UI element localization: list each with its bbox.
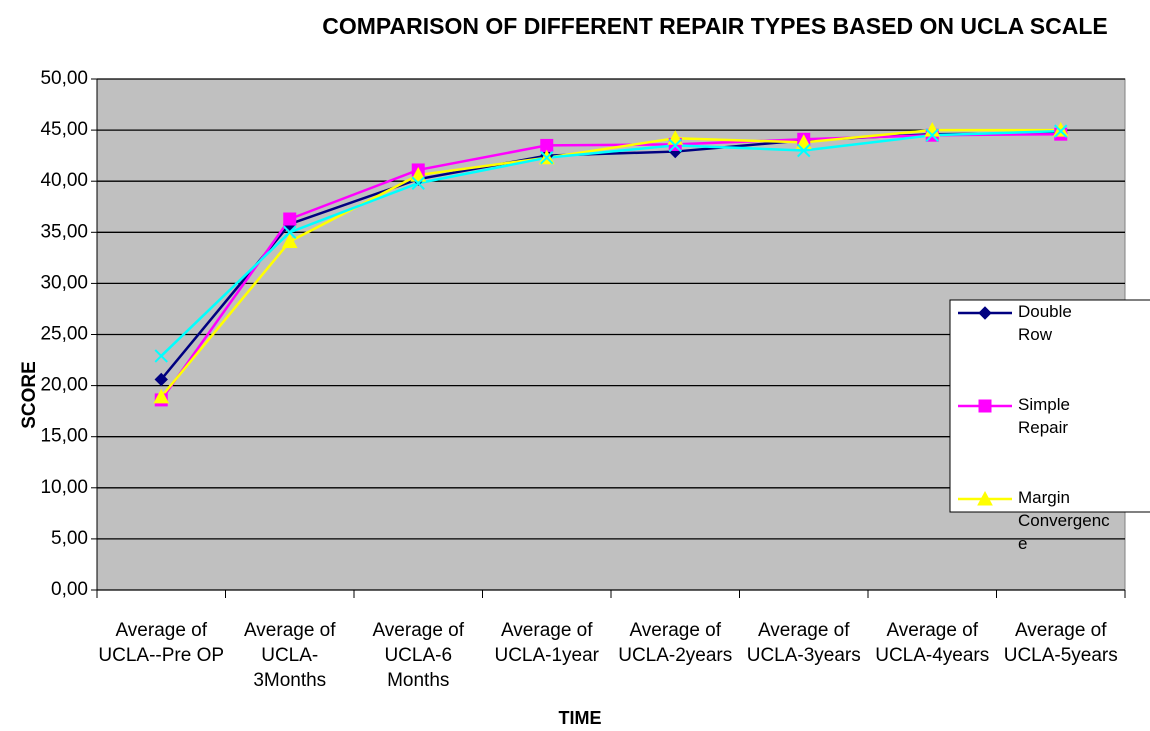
marker (540, 150, 554, 165)
legend-marker (978, 306, 992, 320)
y-tick-label: 20,00 (40, 375, 88, 396)
x-tick-label: Average of UCLA-4years (875, 620, 990, 666)
y-tick-label: 5,00 (51, 528, 88, 549)
x-tick-label: Average of UCLA-5years (1003, 620, 1118, 666)
marker (411, 176, 425, 190)
marker (281, 233, 298, 248)
chart-title: COMPARISON OF DIFFERENT REPAIR TYPES BAS… (322, 13, 1108, 39)
marker (668, 138, 682, 153)
marker (540, 138, 554, 152)
x-tick-label: Average of UCLA-1year (494, 620, 600, 666)
marker (797, 143, 811, 158)
y-tick-label: 35,00 (40, 221, 88, 242)
x-tick-label: Average of UCLA-6 Months (372, 620, 465, 691)
legend-label: Margin Convergenc e (1018, 488, 1110, 553)
y-axis-label: SCORE (19, 361, 40, 429)
legend-label: Double Row (1018, 302, 1072, 344)
legend-marker (978, 399, 992, 413)
y-tick-label: 45,00 (40, 119, 88, 140)
x-axis-label: TIME (558, 708, 602, 728)
y-tick-label: 10,00 (40, 477, 88, 498)
marker (410, 167, 427, 182)
marker (1052, 122, 1069, 137)
marker (283, 225, 297, 240)
series-line (160, 132, 1061, 401)
x-tick-label: Average of UCLA--Pre OP (98, 620, 225, 666)
x-tick-label: Average of UCLA-2years (618, 620, 733, 666)
series-line (160, 129, 1061, 357)
y-tick-label: 15,00 (40, 426, 88, 447)
marker (154, 349, 168, 363)
marker (1054, 124, 1068, 138)
x-tick-label: Average of UCLA-3Months (243, 620, 336, 691)
marker (925, 128, 939, 142)
y-tick-label: 25,00 (40, 324, 88, 345)
marker (154, 372, 168, 387)
marker (153, 388, 170, 404)
marker (283, 212, 297, 226)
marker (795, 134, 812, 149)
y-tick-label: 30,00 (40, 272, 88, 293)
y-tick-label: 50,00 (40, 68, 88, 89)
y-tick-label: 40,00 (40, 170, 88, 191)
y-tick-label: 0,00 (51, 579, 88, 600)
legend-label: Simple Repair (1018, 395, 1070, 437)
series-line (160, 128, 1061, 398)
legend-marker (977, 490, 993, 506)
x-tick-label: Average of UCLA-3years (746, 620, 861, 666)
